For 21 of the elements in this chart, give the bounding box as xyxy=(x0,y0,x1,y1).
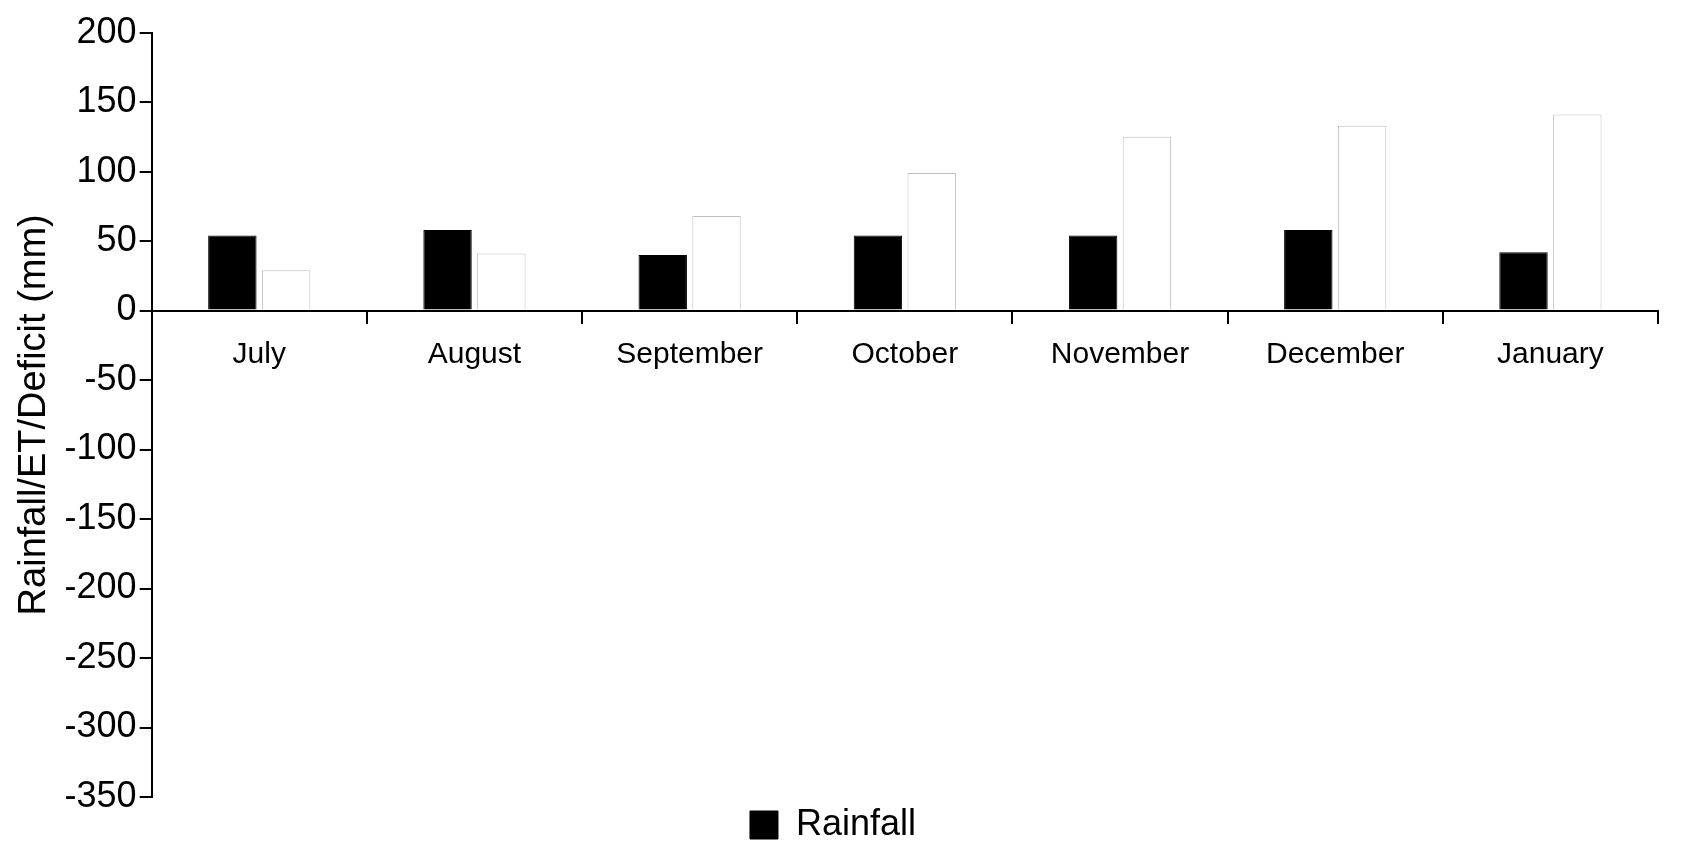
x-tick-label: December xyxy=(1266,335,1405,369)
x-tick-label: August xyxy=(427,335,522,369)
y-tick-label: -150 xyxy=(64,495,137,537)
y-tick-label: -100 xyxy=(64,426,137,468)
y-tick-label: -350 xyxy=(64,773,137,815)
x-tick-label: January xyxy=(1497,335,1604,369)
y-tick-label: -300 xyxy=(64,704,137,746)
y-tick-label: -250 xyxy=(64,634,137,676)
x-tick-label: October xyxy=(851,335,959,369)
y-tick-label: 150 xyxy=(76,79,137,121)
y-axis-title: Rainfall/ET/Deficit (mm) xyxy=(11,214,54,616)
y-tick-label: 50 xyxy=(96,217,137,259)
y-tick-label: 0 xyxy=(116,287,137,329)
x-tick-label: July xyxy=(232,335,286,369)
x-tick-label: November xyxy=(1050,335,1190,369)
y-tick-label: -50 xyxy=(84,356,137,398)
y-tick-label: 200 xyxy=(76,9,137,51)
x-tick-label: September xyxy=(616,335,764,369)
y-tick-label: -200 xyxy=(64,565,137,607)
legend-label: Rainfall xyxy=(795,801,917,843)
y-tick-label: 100 xyxy=(76,148,137,190)
